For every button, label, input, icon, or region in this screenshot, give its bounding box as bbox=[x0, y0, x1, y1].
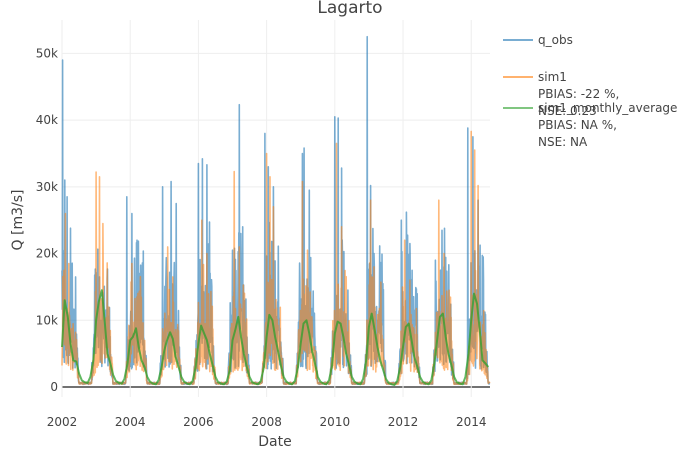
series-line-sim1-monthly-average bbox=[61, 289, 490, 386]
chart-title: Lagarto bbox=[317, 0, 382, 18]
x-tick-label: 2008 bbox=[251, 415, 282, 429]
y-tick-label: 40k bbox=[36, 113, 58, 127]
y-tick-label: 30k bbox=[36, 180, 58, 194]
legend-label: sim1 bbox=[538, 70, 567, 84]
legend-item-q-obs[interactable]: q_obs bbox=[503, 33, 573, 47]
legend-label: PBIAS: -22 %, bbox=[538, 87, 619, 101]
x-tick-label: 2002 bbox=[47, 415, 78, 429]
x-tick-label: 2010 bbox=[320, 415, 351, 429]
y-tick-label: 10k bbox=[36, 313, 58, 327]
y-tick-label: 20k bbox=[36, 247, 58, 261]
legend-label: q_obs bbox=[538, 33, 573, 47]
legend[interactable]: q_obs sim1 PBIAS: -22 %, NSE: 0.23sim1_mont… bbox=[503, 33, 677, 149]
series-line-sim1 bbox=[61, 130, 491, 386]
legend-label: NSE: 0.23 bbox=[538, 104, 597, 118]
x-tick-label: 2004 bbox=[115, 415, 146, 429]
legend-label: NSE: NA bbox=[538, 135, 588, 149]
legend-item-sim1[interactable]: sim1 PBIAS: -22 %, NSE: 0.23 bbox=[503, 70, 619, 118]
legend-item-sim1-monthly-average[interactable]: sim1_monthly_average PBIAS: NA %, NSE: NA bbox=[503, 101, 677, 149]
axis-layer: 0 10k 20k 30k 40k 50k 2002 2004 2006 2008 2010 2012… bbox=[36, 46, 487, 429]
x-tick-label: 2014 bbox=[456, 415, 487, 429]
x-axis-title: Date bbox=[258, 434, 291, 450]
y-axis-title: Q [m3/s] bbox=[10, 190, 26, 251]
y-tick-label: 0 bbox=[50, 380, 58, 394]
data-layer bbox=[61, 35, 491, 386]
y-tick-label: 50k bbox=[36, 46, 58, 60]
legend-label: sim1_monthly_average bbox=[538, 101, 677, 115]
x-tick-label: 2006 bbox=[183, 415, 214, 429]
x-tick-label: 2012 bbox=[388, 415, 419, 429]
legend-label: PBIAS: NA %, bbox=[538, 118, 617, 132]
